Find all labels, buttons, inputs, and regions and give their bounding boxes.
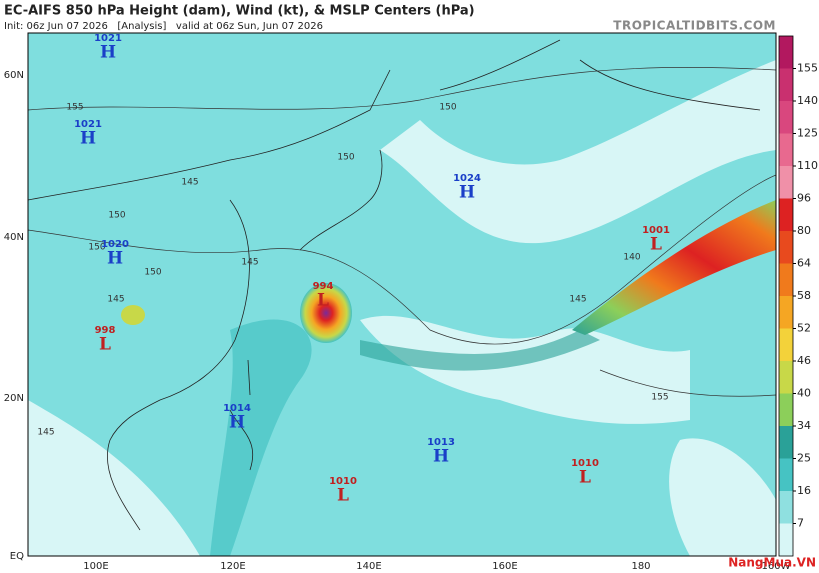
map-area [28,33,776,556]
colorbar-segment [779,198,793,232]
colorbar-segment [779,231,793,264]
colorbar-label: 40 [797,387,811,400]
colorbar-label: 58 [797,289,811,302]
pressure-center-letter: H [107,249,123,269]
colorbar-label: 155 [797,62,818,75]
colorbar-segment [779,426,793,459]
pressure-center-letter: L [337,486,349,506]
colorbar-label: 52 [797,322,811,335]
pressure-value: 998 [95,325,116,336]
wind-band [360,330,600,371]
pressure-value: 1014 [223,403,251,414]
calm-region [360,315,690,424]
colorbar-label: 110 [797,159,818,172]
colorbar-segment [779,361,793,394]
longitude-label: 160E [492,561,517,572]
wind-band [210,319,312,556]
colorbar-label: 140 [797,94,818,107]
colorbar-segment [779,166,793,199]
colorbar-label: 64 [797,257,811,270]
latitude-label: 20N [4,393,24,404]
pressure-value: 1010 [329,476,357,487]
colorbar-label: 46 [797,354,811,367]
colorbar-label: 25 [797,452,811,465]
colorbar-segment [779,36,793,69]
subtitle: Init: 06z Jun 07 2026 [Analysis] valid a… [4,21,323,32]
contour-label: 150 [108,211,125,221]
pressure-center-letter: L [650,235,662,255]
longitude-label: 120E [220,561,245,572]
contour-label: 145 [241,258,258,268]
colorbar-segment [779,491,793,524]
pressure-value: 1024 [453,173,481,184]
contour-label: 140 [623,253,640,263]
longitude-label: 100E [83,561,108,572]
pressure-center-letter: H [80,129,96,149]
pressure-value: 1021 [74,119,102,130]
height-contours [28,67,776,397]
coastlines [28,39,761,531]
colorbar-label: 7 [797,517,804,530]
pressure-center-letter: L [99,335,111,355]
colorbar-label: 34 [797,419,811,432]
contour-label: 150 [144,268,161,278]
latitude-label: EQ [10,551,24,562]
colorbar-label: 16 [797,484,811,497]
pressure-center-letter: L [317,291,329,311]
pressure-center-letter: H [229,413,245,433]
colorbar-segment [779,263,793,297]
pressure-center-letter: H [100,43,116,63]
colorbar-segment [779,68,793,102]
colorbar-segment [779,101,793,134]
contour-label: 145 [569,295,586,305]
contour-label: 150 [439,103,456,113]
site-name: TROPICALTIDBITS.COM [613,19,776,33]
colorbar-label: 80 [797,224,811,237]
contour-label: 155 [651,393,668,403]
watermark: NangMua.VN [728,556,816,570]
wind-core [121,305,145,325]
typhoon-wind-core [300,283,352,343]
colorbar-label: 96 [797,192,811,205]
colorbar-segment [779,328,793,362]
contour-label: 145 [37,428,54,438]
longitude-label: 160W [762,561,791,572]
pressure-center-letter: H [459,183,475,203]
map-frame [27,32,777,557]
contour-label: 150 [88,243,105,253]
colorbar-segment [779,133,793,167]
contour-label: 145 [107,295,124,305]
longitude-label: 140E [356,561,381,572]
jet-stream [572,200,776,335]
latitude-label: 40N [4,232,24,243]
colorbar-segment [779,393,793,427]
colorbar-segment [779,296,793,329]
calm-region [28,400,200,556]
longitude-label: 180 [631,561,650,572]
contour-label: 155 [66,103,83,113]
latitude-label: 60N [4,70,24,81]
title: EC-AIFS 850 hPa Height (dam), Wind (kt),… [4,4,475,19]
pressure-value: 1020 [101,239,129,250]
calm-region [669,438,776,556]
colorbar-segment [779,523,793,557]
colorbar-segment [779,458,793,492]
colorbar-label: 125 [797,127,818,140]
pressure-center-letter: H [433,447,449,467]
contour-label: 150 [337,153,354,163]
pressure-value: 1010 [571,458,599,469]
pressure-value: 1021 [94,33,122,44]
calm-region [380,60,776,244]
pressure-value: 1001 [642,225,670,236]
pressure-value: 994 [313,281,334,292]
pressure-center-letter: L [579,468,591,488]
pressure-value: 1013 [427,437,455,448]
contour-label: 145 [181,178,198,188]
